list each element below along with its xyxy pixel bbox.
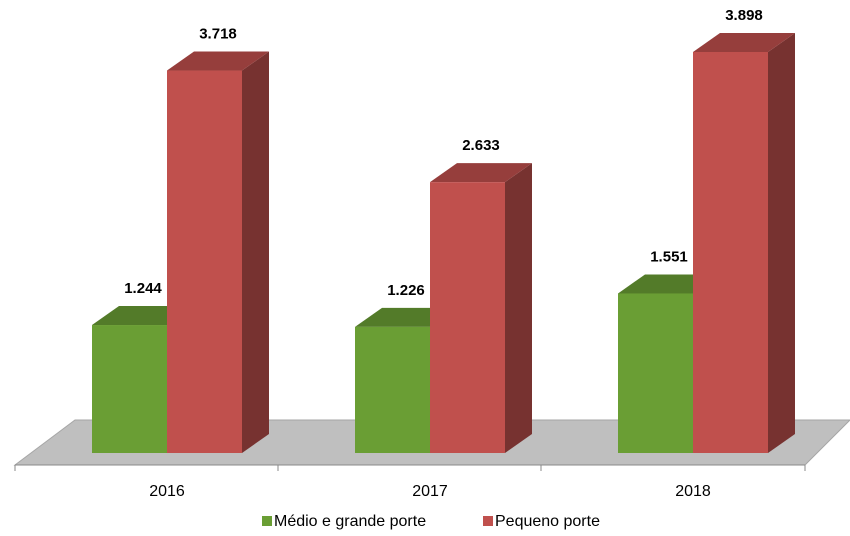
legend-label: Pequeno porte	[495, 513, 600, 530]
bar	[167, 70, 242, 454]
bar-top	[167, 51, 269, 71]
bar	[92, 325, 167, 453]
value-label: 1.551	[650, 248, 688, 265]
bar	[430, 182, 505, 453]
value-label: 1.226	[387, 282, 425, 299]
value-label: 3.898	[725, 7, 763, 24]
bar	[355, 326, 430, 453]
bar-top	[693, 33, 795, 52]
value-label: 1.244	[124, 280, 162, 297]
bar-top	[430, 163, 532, 183]
value-label: 3.718	[199, 25, 237, 42]
value-label: 2.633	[462, 137, 500, 154]
bar	[693, 52, 768, 453]
x-tick-label: 2018	[675, 483, 711, 500]
x-tick-label: 2017	[412, 483, 448, 500]
legend-label: Médio e grande porte	[274, 513, 426, 530]
bar-side	[768, 33, 795, 453]
legend-swatch	[262, 516, 272, 526]
bar	[618, 293, 693, 453]
x-tick-label: 2016	[149, 483, 185, 500]
bar-side	[505, 163, 532, 453]
bar-side	[242, 51, 269, 454]
legend-swatch	[483, 516, 493, 526]
